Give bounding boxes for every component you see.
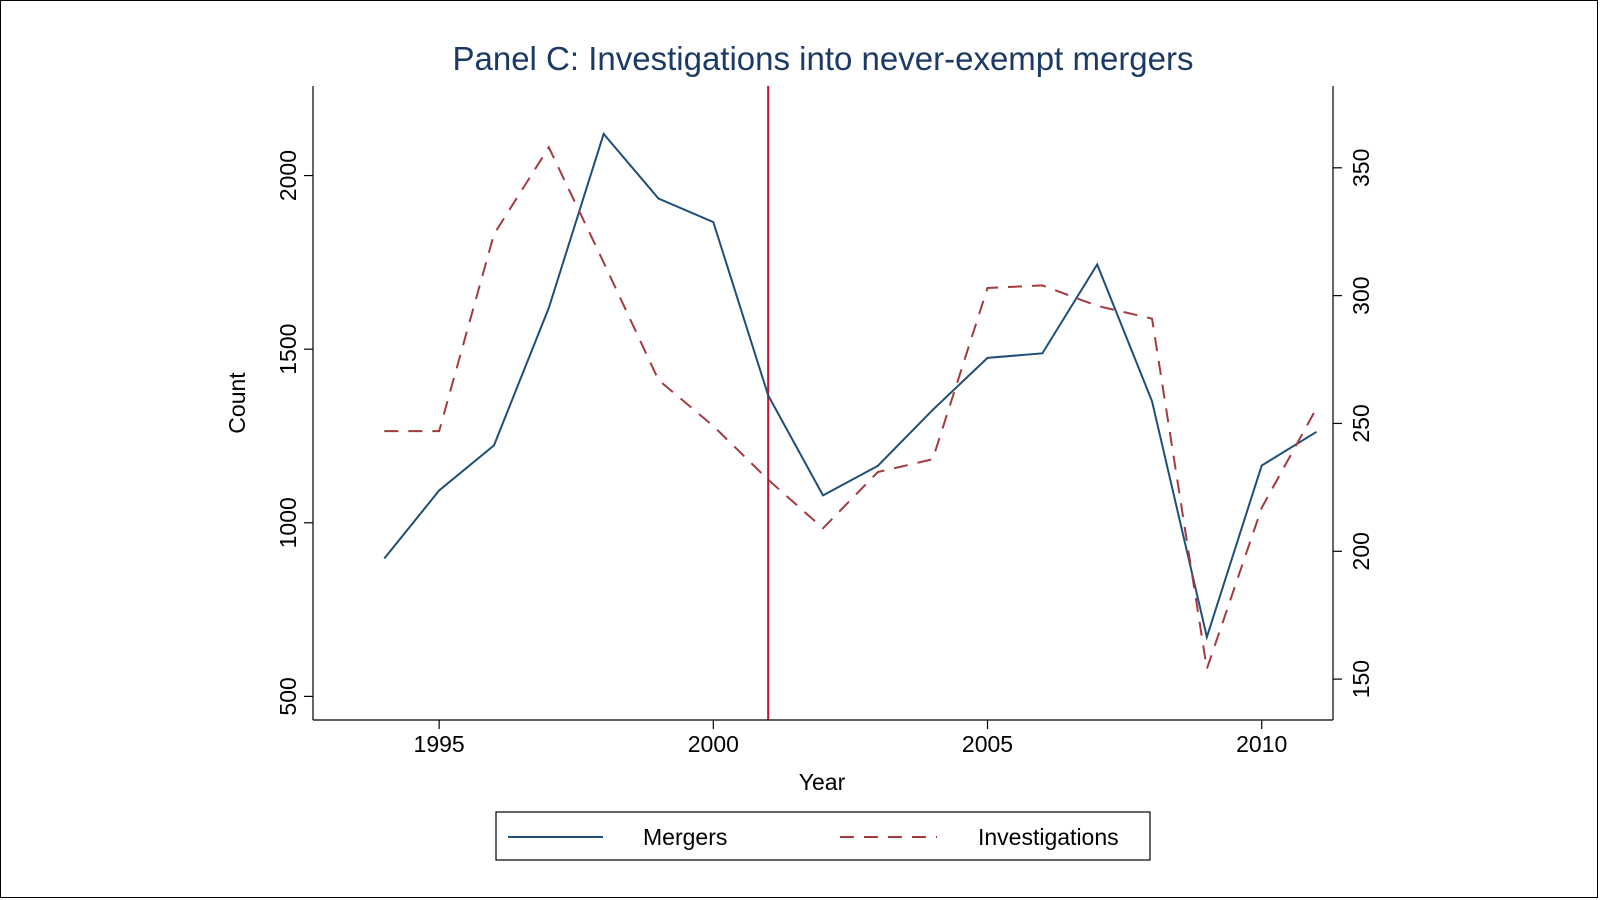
y-right-tick-label: 250 [1348,404,1374,442]
data-point-investigations [931,457,935,461]
data-point-mergers [1095,262,1099,266]
x-tick-label: 2000 [688,731,739,757]
data-point-mergers [382,557,386,561]
data-point-mergers [656,197,660,201]
data-point-mergers [1205,635,1209,639]
data-point-investigations [711,424,715,428]
x-tick-label: 1995 [414,731,465,757]
data-point-investigations [382,429,386,433]
legend: Mergers Investigations [495,811,1151,861]
data-point-investigations [602,260,606,264]
data-point-mergers [711,220,715,224]
y-axis-label-left: Count [224,372,250,434]
y-right-tick-label: 350 [1348,149,1374,187]
data-point-mergers [931,408,935,412]
data-point-investigations [437,429,441,433]
data-point-mergers [821,493,825,497]
chart-title: Panel C: Investigations into never-exemp… [452,40,1193,77]
data-point-investigations [986,286,990,290]
legend-label-investigations: Investigations [978,824,1119,850]
y-right-tick-label: 300 [1348,276,1374,314]
data-point-investigations [1315,406,1319,410]
x-axis-label: Year [799,769,846,795]
data-point-investigations [1040,283,1044,287]
y-right-tick-label: 200 [1348,532,1374,570]
y-left-tick-label: 500 [275,677,301,715]
data-point-investigations [1150,317,1154,321]
data-point-investigations [766,478,770,482]
data-point-mergers [547,306,551,310]
data-point-investigations [492,232,496,236]
series-line-mergers [383,131,1318,641]
data-point-mergers [766,393,770,397]
data-point-investigations [1260,506,1264,510]
data-point-investigations [821,526,825,530]
y-left-tick-label: 1000 [275,497,301,548]
legend-box [495,811,1151,861]
data-point-mergers [1150,399,1154,403]
y-right-tick-label: 150 [1348,660,1374,698]
data-point-investigations [876,470,880,474]
legend-label-mergers: Mergers [643,824,727,850]
data-point-mergers [986,356,990,360]
data-point-mergers [492,443,496,447]
data-point-investigations [1205,667,1209,671]
axes: 1995 2000 2005 2010 500 1000 1500 2000 150 200 250… [275,86,1374,757]
y-left-tick-label: 1500 [275,324,301,375]
plot-area [382,86,1319,720]
data-point-mergers [1260,464,1264,468]
data-point-investigations [1095,304,1099,308]
series-line-investigations [384,145,1318,670]
data-point-mergers [1315,430,1319,434]
x-tick-label: 2005 [962,731,1013,757]
data-point-mergers [437,489,441,493]
data-point-investigations [547,145,551,149]
data-point-investigations [656,378,660,382]
data-point-mergers [876,464,880,468]
x-tick-label: 2010 [1236,731,1287,757]
data-point-mergers [1040,351,1044,355]
data-point-mergers [602,132,606,136]
y-left-tick-label: 2000 [275,150,301,201]
